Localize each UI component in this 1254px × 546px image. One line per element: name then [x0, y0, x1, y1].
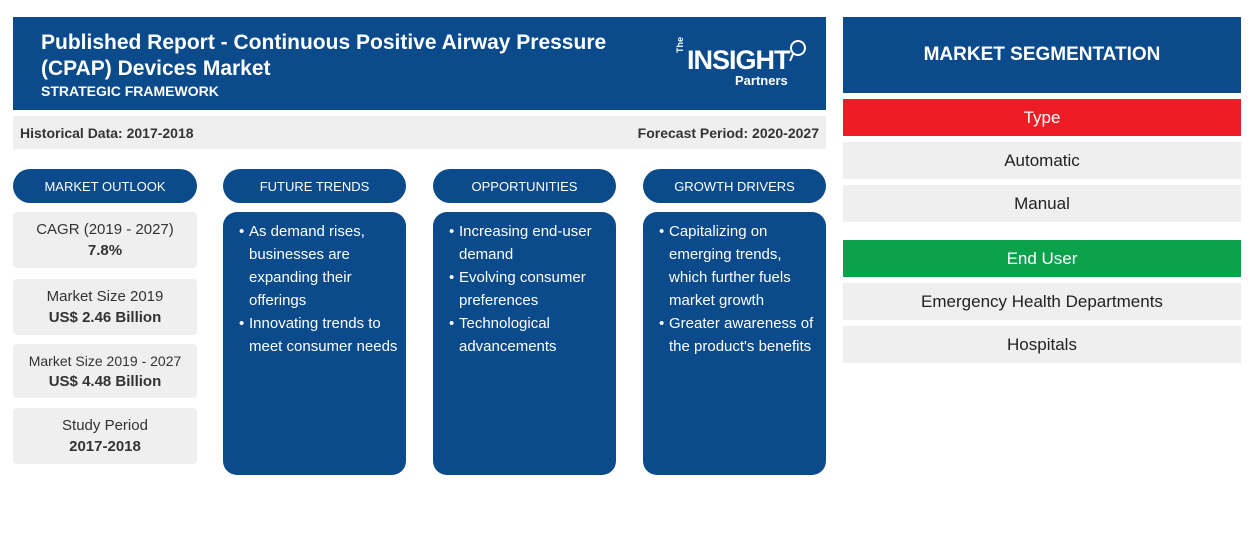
list-item: Greater awareness of the product's benef… [659, 312, 818, 358]
future-trends-heading: FUTURE TRENDS [223, 169, 406, 203]
outlook-label: Market Size 2019 - 2027 [28, 353, 182, 369]
market-segmentation-heading: MARKET SEGMENTATION [843, 17, 1241, 93]
outlook-value: US$ 2.46 Billion [48, 309, 162, 326]
outlook-value: 2017-2018 [69, 438, 141, 455]
opportunities-heading: OPPORTUNITIES [433, 169, 616, 203]
logo-the-text: The [675, 36, 685, 53]
historical-data: Historical Data: 2017-2018 [20, 125, 194, 141]
logo-insight-text: INSIGHT [687, 45, 791, 75]
lightbulb-icon [789, 40, 806, 62]
segment-item-automatic: Automatic [843, 142, 1241, 179]
future-trends-card: As demand rises, businesses are expandin… [223, 212, 406, 475]
insight-partners-logo: The INSIGHT Partners [675, 36, 815, 95]
outlook-label: Study Period [62, 417, 148, 434]
outlook-value: US$ 4.48 Billion [48, 373, 162, 390]
outlook-label: Market Size 2019 [46, 288, 164, 305]
outlook-value: 7.8% [87, 242, 123, 259]
list-item: Technological advancements [449, 312, 608, 358]
list-item: Innovating trends to meet consumer needs [239, 312, 398, 358]
forecast-period: Forecast Period: 2020-2027 [637, 125, 819, 141]
market-outlook-heading: MARKET OUTLOOK [13, 169, 197, 203]
segment-item-emergency-health: Emergency Health Departments [843, 283, 1241, 320]
segment-category-end-user: End User [843, 240, 1241, 277]
outlook-study-period: Study Period 2017-2018 [13, 408, 197, 464]
report-header: Published Report - Continuous Positive A… [13, 17, 826, 110]
report-title: Published Report - Continuous Positive A… [41, 31, 607, 80]
list-item: Increasing end-user demand [449, 220, 608, 266]
report-subtitle: STRATEGIC FRAMEWORK [41, 83, 219, 99]
list-item: Capitalizing on emerging trends, which f… [659, 220, 818, 312]
outlook-cagr: CAGR (2019 - 2027) 7.8% [13, 212, 197, 268]
outlook-market-size-range: Market Size 2019 - 2027 US$ 4.48 Billion [13, 344, 197, 398]
logo-partners-text: Partners [735, 73, 788, 88]
growth-drivers-heading: GROWTH DRIVERS [643, 169, 826, 203]
date-bar: Historical Data: 2017-2018 Forecast Peri… [13, 116, 826, 149]
opportunities-card: Increasing end-user demand Evolving cons… [433, 212, 616, 475]
growth-drivers-card: Capitalizing on emerging trends, which f… [643, 212, 826, 475]
outlook-market-size-2019: Market Size 2019 US$ 2.46 Billion [13, 279, 197, 335]
list-item: Evolving consumer preferences [449, 266, 608, 312]
outlook-label: CAGR (2019 - 2027) [36, 221, 174, 238]
segment-item-hospitals: Hospitals [843, 326, 1241, 363]
list-item: As demand rises, businesses are expandin… [239, 220, 398, 312]
segment-category-type: Type [843, 99, 1241, 136]
segment-item-manual: Manual [843, 185, 1241, 222]
